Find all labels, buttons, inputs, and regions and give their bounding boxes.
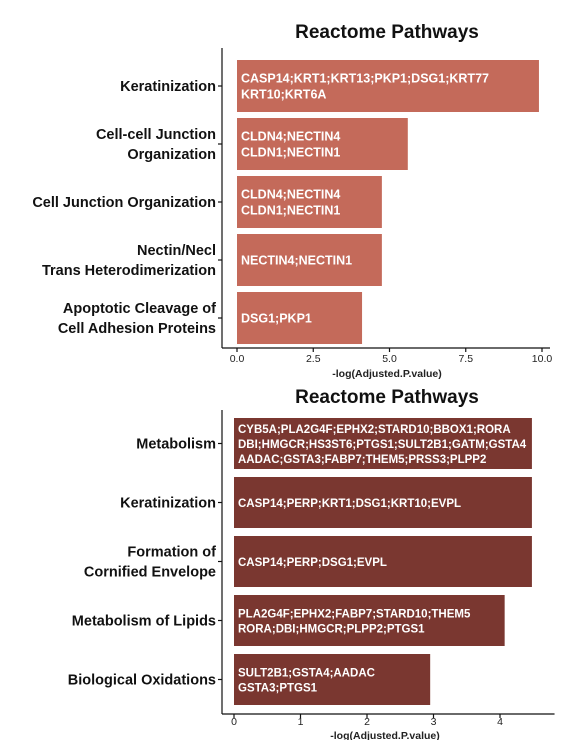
bar-label: AADAC;GSTA3;FABP7;THEM5;PRSS3;PLPP2 bbox=[238, 454, 486, 466]
bar bbox=[234, 654, 431, 705]
x-tick-label: 4 bbox=[497, 716, 503, 728]
bar-label: CASP14;KRT1;KRT13;PKP1;DSG1;KRT77 bbox=[241, 72, 489, 86]
bar bbox=[237, 176, 382, 228]
bar-label: GSTA3;PTGS1 bbox=[238, 683, 318, 695]
bar-label: NECTIN4;NECTIN1 bbox=[241, 254, 352, 268]
bar bbox=[234, 536, 532, 587]
bar bbox=[237, 118, 408, 170]
category-label: Trans Heterodimerization bbox=[42, 263, 216, 279]
chart-title: Reactome Pathways bbox=[295, 387, 479, 408]
category-label: Cell Adhesion Proteins bbox=[58, 321, 216, 337]
category-label: Keratinization bbox=[120, 79, 216, 95]
bar bbox=[237, 292, 363, 344]
bar-label: RORA;DBI;HMGCR;PLPP2;PTGS1 bbox=[238, 624, 425, 636]
x-tick-label: 0 bbox=[231, 716, 237, 728]
category-label: Formation of bbox=[127, 545, 216, 561]
bar bbox=[237, 60, 539, 112]
x-tick-label: 5.0 bbox=[382, 353, 397, 365]
bar bbox=[234, 595, 505, 646]
chart-panel-1: Reactome Pathways Keratinization CASP14;KR… bbox=[32, 22, 552, 380]
bar-label: CLDN1;NECTIN1 bbox=[241, 204, 340, 218]
bar-label: PLA2G4F;EPHX2;FABP7;STARD10;THEM5 bbox=[238, 609, 471, 621]
category-label: Metabolism of Lipids bbox=[72, 614, 216, 630]
bar-label: DBI;HMGCR;HS3ST6;PTGS1;SULT2B1;GATM;GSTA… bbox=[238, 439, 527, 451]
bar-label: SULT2B1;GSTA4;AADAC bbox=[238, 668, 375, 680]
x-tick-label: 10.0 bbox=[532, 353, 553, 365]
x-axis-label: -log(Adjusted.P.value) bbox=[330, 730, 440, 740]
category-label: Cornified Envelope bbox=[84, 565, 216, 581]
category-label: Biological Oxidations bbox=[68, 673, 216, 689]
chart-title: Reactome Pathways bbox=[295, 22, 479, 43]
x-tick-label: 2 bbox=[364, 716, 370, 728]
bar-label: KRT10;KRT6A bbox=[241, 88, 326, 102]
bar-label: CASP14;PERP;DSG1;EVPL bbox=[238, 557, 387, 569]
bar-label: CYB5A;PLA2G4F;EPHX2;STARD10;BBOX1;RORA bbox=[238, 424, 511, 436]
category-label: Keratinization bbox=[120, 496, 216, 512]
x-tick-label: 7.5 bbox=[458, 353, 473, 365]
x-tick-label: 3 bbox=[431, 716, 437, 728]
bar-label: DSG1;PKP1 bbox=[241, 312, 312, 326]
bar bbox=[234, 418, 532, 469]
bar-label: CASP14;PERP;KRT1;DSG1;KRT10;EVPL bbox=[238, 498, 461, 510]
x-tick-label: 1 bbox=[298, 716, 304, 728]
category-label: Cell-cell Junction bbox=[96, 127, 216, 143]
category-label: Metabolism bbox=[136, 437, 216, 453]
category-label: Apoptotic Cleavage of bbox=[63, 301, 216, 317]
category-label: Nectin/Necl bbox=[137, 243, 216, 259]
x-tick-label: 2.5 bbox=[306, 353, 321, 365]
bar-label: CLDN4;NECTIN4 bbox=[241, 130, 340, 144]
x-tick-label: 0.0 bbox=[230, 353, 245, 365]
bar bbox=[237, 234, 382, 286]
bar-label: CLDN1;NECTIN1 bbox=[241, 146, 340, 160]
bar bbox=[234, 477, 532, 528]
bar-label: CLDN4;NECTIN4 bbox=[241, 188, 340, 202]
category-label: Organization bbox=[127, 147, 216, 163]
x-axis-label: -log(Adjusted.P.value) bbox=[332, 368, 442, 380]
chart-panel-2: Reactome Pathways Metabolism CYB5A;PLA2G4F… bbox=[68, 387, 555, 740]
category-label: Cell Junction Organization bbox=[32, 195, 216, 211]
